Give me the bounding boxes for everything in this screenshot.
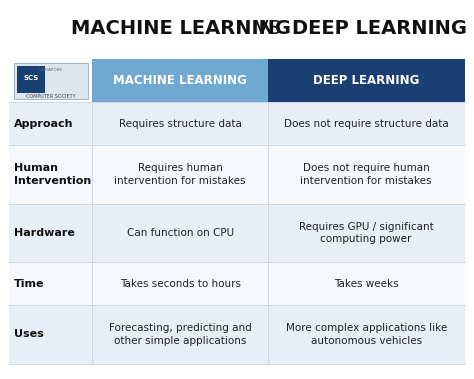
Text: Requires GPU / significant
computing power: Requires GPU / significant computing pow… [299,222,434,244]
Text: MACHINE LEARNING: MACHINE LEARNING [71,19,291,38]
Bar [9,305,465,364]
Text: Approach: Approach [14,119,74,129]
Text: Takes weeks: Takes weeks [334,279,399,289]
FancyBboxPatch shape [92,59,268,102]
Text: Forecasting, predicting and
other simple applications: Forecasting, predicting and other simple… [109,323,252,346]
Text: Human
Intervention: Human Intervention [14,163,91,186]
Text: SCS: SCS [23,75,38,81]
Bar [9,204,465,262]
Bar [9,145,465,204]
Text: Does not require human
intervention for mistakes: Does not require human intervention for … [301,163,432,186]
Text: Uses: Uses [14,329,44,340]
Text: Requires human
intervention for mistakes: Requires human intervention for mistakes [114,163,246,186]
Text: Can function on CPU: Can function on CPU [127,228,234,238]
Text: DEEP LEARNING: DEEP LEARNING [313,74,419,87]
FancyBboxPatch shape [14,63,88,99]
Text: Time: Time [14,279,45,289]
Text: Takes seconds to hours: Takes seconds to hours [119,279,241,289]
Text: Does not require structure data: Does not require structure data [284,119,448,129]
Text: Hardware: Hardware [14,228,75,238]
Text: COMPUTER SOCIETY: COMPUTER SOCIETY [26,94,76,99]
FancyBboxPatch shape [17,66,45,93]
Bar [9,262,465,305]
Text: More complex applications like
autonomous vehicles: More complex applications like autonomou… [285,323,447,346]
Text: Requires structure data: Requires structure data [118,119,242,129]
Text: VS: VS [249,19,287,38]
FancyBboxPatch shape [268,59,465,102]
Text: DEEP LEARNING: DEEP LEARNING [292,19,466,38]
Bar [9,102,465,145]
Text: SINGAPORE: SINGAPORE [39,68,63,72]
Text: MACHINE LEARNING: MACHINE LEARNING [113,74,247,87]
